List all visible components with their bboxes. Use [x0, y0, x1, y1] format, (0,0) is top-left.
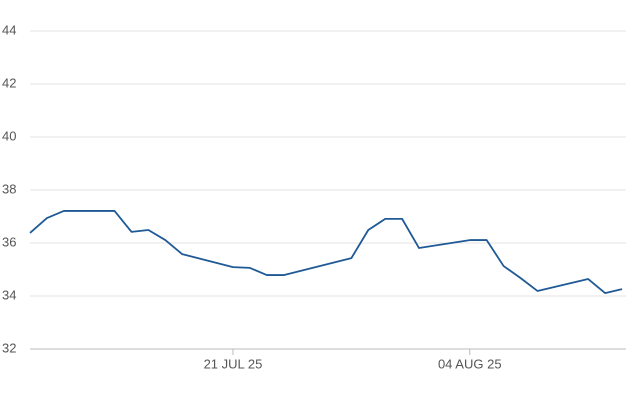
- y-tick-label: 40: [2, 128, 16, 143]
- y-tick-label: 42: [2, 75, 16, 90]
- y-tick-label: 38: [2, 181, 16, 196]
- y-tick-label: 32: [2, 340, 16, 355]
- y-tick-label: 44: [2, 22, 16, 37]
- y-tick-label: 34: [2, 287, 16, 302]
- x-tick-label: 21 JUL 25: [204, 356, 263, 371]
- line: [29, 210, 623, 294]
- x-tick-label: 04 AUG 25: [438, 356, 502, 371]
- y-tick-label: 36: [2, 234, 16, 249]
